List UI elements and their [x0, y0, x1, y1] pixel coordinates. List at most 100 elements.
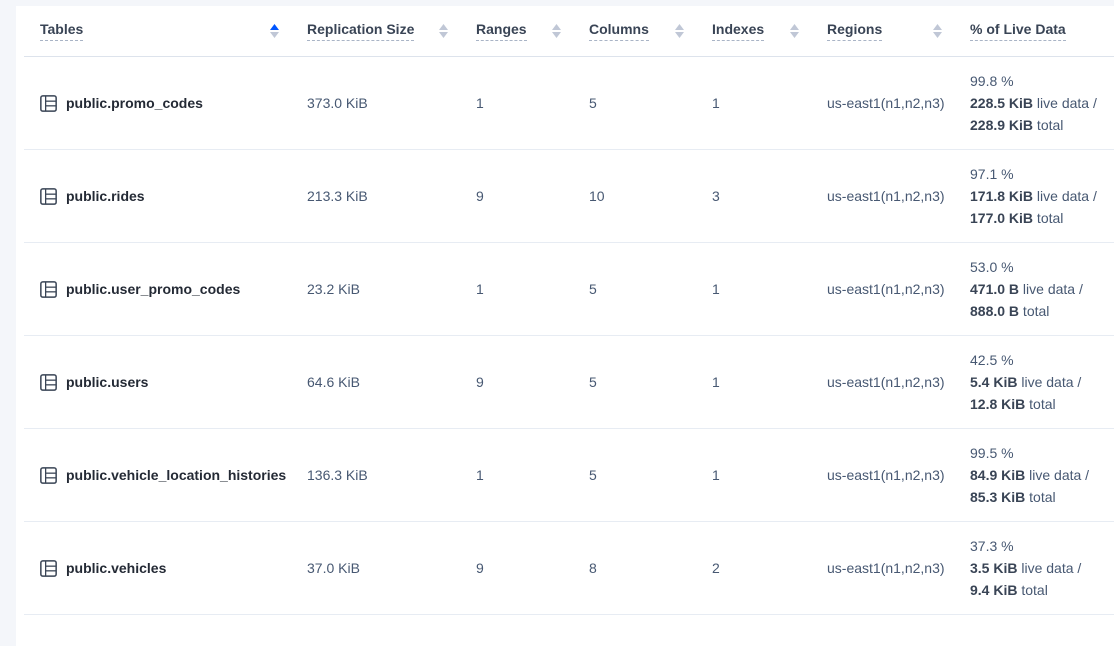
cell-replication-size: 213.3 KiB	[307, 188, 368, 204]
sort-arrows-icon	[552, 24, 561, 38]
cell-regions: us-east1(n1,n2,n3)	[827, 467, 945, 483]
live-data-size: 228.5 KiB	[970, 95, 1034, 111]
column-header-label: % of Live Data	[970, 21, 1066, 41]
cell-columns: 5	[589, 374, 597, 390]
cell-indexes: 1	[712, 374, 720, 390]
column-header-label: Ranges	[476, 21, 527, 41]
cell-regions: us-east1(n1,n2,n3)	[827, 560, 945, 576]
database-tables-table: Tables Replication Size Ranges	[16, 6, 1114, 615]
sort-arrows-icon	[270, 24, 279, 38]
column-header-of-live-data[interactable]: % of Live Data	[970, 21, 1114, 41]
total-size-line: 888.0 B total	[970, 300, 1114, 322]
total-size: 12.8 KiB	[970, 396, 1026, 412]
cell-replication-size: 23.2 KiB	[307, 281, 360, 297]
live-data-percent: 42.5 %	[970, 352, 1014, 368]
cell-live-data: 99.5 % 84.9 KiB live data / 85.3 KiB tot…	[970, 442, 1114, 508]
live-data-percent: 99.5 %	[970, 445, 1014, 461]
live-data-label: live data /	[1033, 188, 1097, 204]
cell-ranges: 9	[476, 560, 484, 576]
live-data-size: 471.0 B	[970, 281, 1020, 297]
table-icon	[40, 466, 57, 484]
cell-live-data: 99.8 % 228.5 KiB live data / 228.9 KiB t…	[970, 70, 1114, 136]
cell-table-name: public.promo_codes	[40, 94, 307, 112]
cell-live-data: 97.1 % 171.8 KiB live data / 177.0 KiB t…	[970, 163, 1114, 229]
total-label: total	[1033, 117, 1064, 133]
live-data-size-line: 228.5 KiB live data /	[970, 92, 1114, 114]
table-name-link[interactable]: public.vehicles	[66, 560, 167, 576]
live-data-size-line: 5.4 KiB live data /	[970, 371, 1114, 393]
sort-arrows-icon	[790, 24, 799, 38]
table-name-link[interactable]: public.vehicle_location_histories	[66, 467, 287, 483]
column-header-regions[interactable]: Regions	[827, 21, 970, 41]
table-icon	[40, 187, 57, 205]
total-label: total	[1019, 303, 1050, 319]
total-size-line: 177.0 KiB total	[970, 207, 1114, 229]
column-header-label: Replication Size	[307, 21, 415, 41]
live-data-percent: 97.1 %	[970, 166, 1014, 182]
live-data-label: live data /	[1019, 281, 1083, 297]
total-size: 888.0 B	[970, 303, 1020, 319]
cell-regions: us-east1(n1,n2,n3)	[827, 188, 945, 204]
live-data-percent: 53.0 %	[970, 259, 1014, 275]
total-label: total	[1025, 489, 1056, 505]
tables-list-card: Tables Replication Size Ranges	[16, 6, 1114, 646]
sort-arrows-icon	[933, 24, 942, 38]
table-icon	[40, 280, 57, 298]
column-header-replication-size[interactable]: Replication Size	[307, 21, 476, 41]
table-body: public.promo_codes 373.0 KiB 1 5 1 us-ea…	[24, 57, 1114, 615]
total-size-line: 12.8 KiB total	[970, 393, 1114, 415]
cell-replication-size: 37.0 KiB	[307, 560, 360, 576]
sort-asc-icon	[933, 24, 942, 30]
table-icon	[40, 373, 57, 391]
cell-live-data: 53.0 % 471.0 B live data / 888.0 B total	[970, 256, 1114, 322]
column-header-label: Columns	[589, 21, 649, 41]
live-data-size: 84.9 KiB	[970, 467, 1026, 483]
table-row: public.user_promo_codes 23.2 KiB 1 5 1 u…	[24, 243, 1114, 336]
total-label: total	[1017, 582, 1048, 598]
sort-desc-icon	[790, 32, 799, 38]
live-data-percent: 99.8 %	[970, 73, 1014, 89]
sort-desc-icon	[270, 32, 279, 38]
cell-replication-size: 373.0 KiB	[307, 95, 368, 111]
table-name-link[interactable]: public.user_promo_codes	[66, 281, 241, 297]
cell-regions: us-east1(n1,n2,n3)	[827, 95, 945, 111]
column-header-label: Regions	[827, 21, 883, 41]
column-header-columns[interactable]: Columns	[589, 21, 712, 41]
cell-table-name: public.user_promo_codes	[40, 280, 307, 298]
total-size-line: 85.3 KiB total	[970, 486, 1114, 508]
total-size: 228.9 KiB	[970, 117, 1034, 133]
cell-table-name: public.rides	[40, 187, 307, 205]
live-data-size-line: 84.9 KiB live data /	[970, 464, 1114, 486]
table-row: public.rides 213.3 KiB 9 10 3 us-east1(n…	[24, 150, 1114, 243]
live-data-size-line: 171.8 KiB live data /	[970, 185, 1114, 207]
cell-ranges: 1	[476, 281, 484, 297]
total-size: 9.4 KiB	[970, 582, 1018, 598]
cell-columns: 5	[589, 281, 597, 297]
cell-live-data: 37.3 % 3.5 KiB live data / 9.4 KiB total	[970, 535, 1114, 601]
live-data-label: live data /	[1025, 467, 1090, 483]
table-icon	[40, 94, 57, 112]
cell-ranges: 1	[476, 95, 484, 111]
column-header-indexes[interactable]: Indexes	[712, 21, 827, 41]
cell-table-name: public.users	[40, 373, 307, 391]
column-header-tables[interactable]: Tables	[40, 21, 307, 41]
table-name-link[interactable]: public.rides	[66, 188, 145, 204]
sort-desc-icon	[552, 32, 561, 38]
total-size-line: 9.4 KiB total	[970, 579, 1114, 601]
table-name-link[interactable]: public.promo_codes	[66, 95, 203, 111]
live-data-size: 5.4 KiB	[970, 374, 1018, 390]
live-data-size-line: 471.0 B live data /	[970, 278, 1114, 300]
cell-table-name: public.vehicles	[40, 559, 307, 577]
sort-arrows-icon	[439, 24, 448, 38]
table-icon	[40, 559, 57, 577]
cell-replication-size: 64.6 KiB	[307, 374, 360, 390]
column-header-ranges[interactable]: Ranges	[476, 21, 589, 41]
sort-asc-icon	[439, 24, 448, 30]
total-label: total	[1033, 210, 1064, 226]
sort-asc-icon	[675, 24, 684, 30]
column-header-label: Tables	[40, 21, 84, 41]
table-name-link[interactable]: public.users	[66, 374, 149, 390]
sort-desc-icon	[933, 32, 942, 38]
table-header-row: Tables Replication Size Ranges	[24, 6, 1114, 57]
sort-asc-icon	[270, 24, 279, 30]
